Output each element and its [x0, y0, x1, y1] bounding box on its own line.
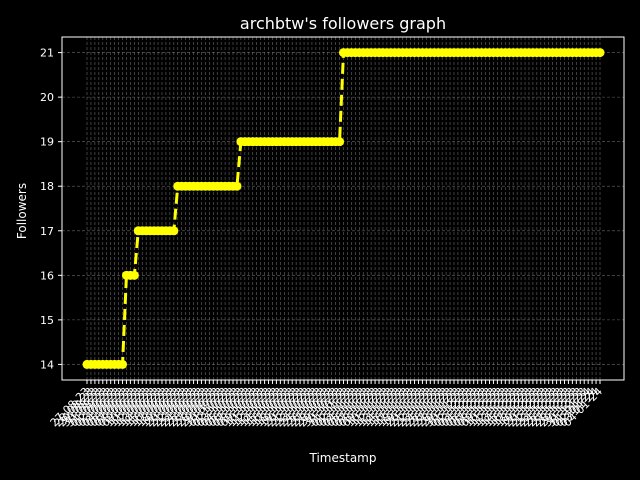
y-tick-label: 19 — [40, 136, 54, 149]
data-point — [169, 226, 179, 236]
data-point — [232, 181, 242, 191]
y-tick-label: 17 — [40, 225, 54, 238]
data-point — [118, 359, 128, 369]
y-tick-label: 20 — [40, 91, 54, 104]
y-axis-label: Followers — [15, 183, 29, 239]
data-point — [595, 48, 605, 58]
x-axis-label: Timestamp — [309, 451, 377, 465]
y-axis-ticks: 14 15 16 17 18 19 20 21 — [40, 47, 62, 371]
x-axis-ticks: 27-08-2328-08-2329-08-2330-08-2331-08-23… — [48, 380, 605, 429]
y-tick-label: 16 — [40, 269, 54, 282]
chart-title: archbtw's followers graph — [240, 14, 446, 33]
y-tick-label: 15 — [40, 314, 54, 327]
data-point — [129, 270, 139, 280]
data-point — [335, 137, 345, 147]
grid-layer — [62, 37, 624, 380]
y-tick-label: 14 — [40, 358, 54, 371]
y-tick-label: 21 — [40, 47, 54, 60]
series-marker-layer — [82, 48, 605, 369]
y-tick-label: 18 — [40, 180, 54, 193]
